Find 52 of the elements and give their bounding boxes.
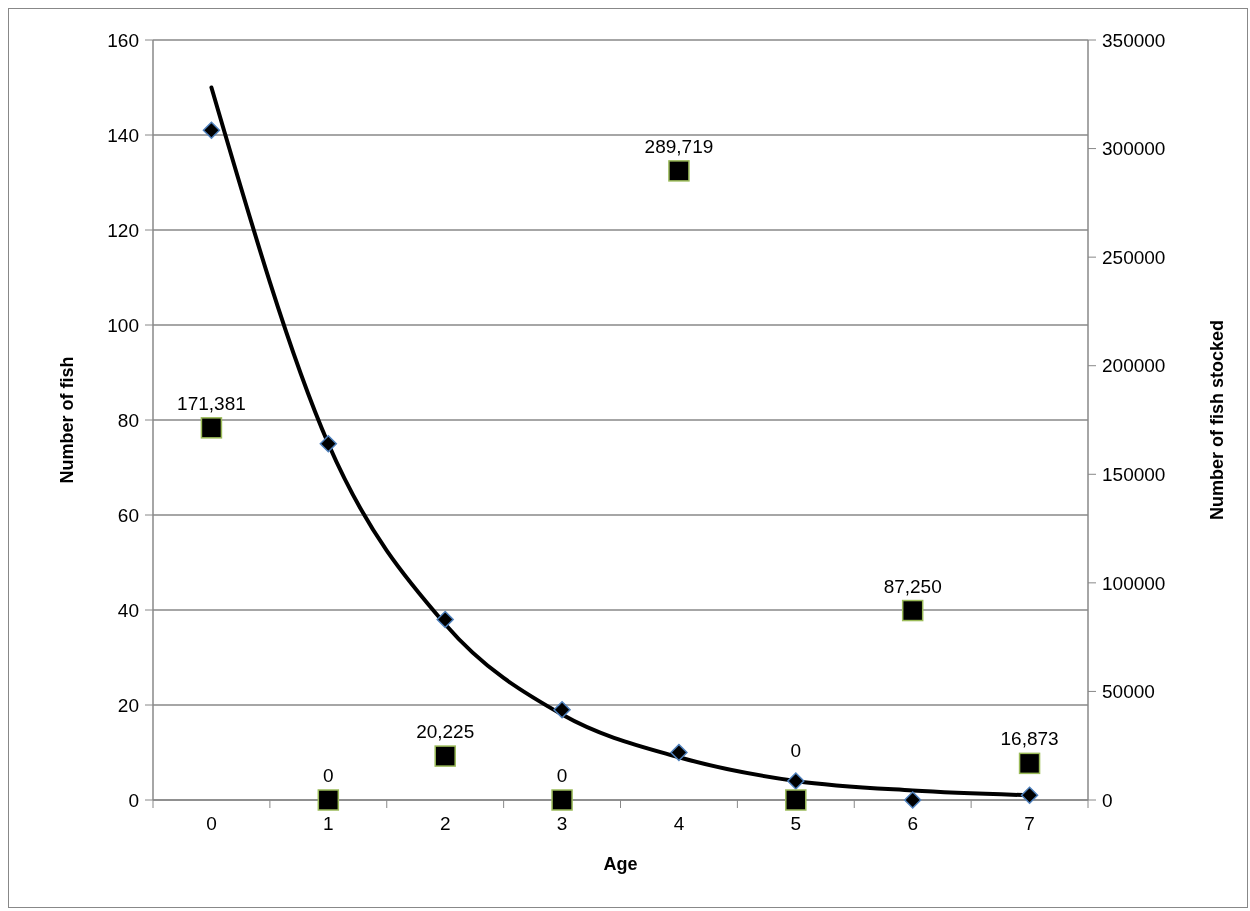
y2-tick-label: 250000 xyxy=(1102,246,1166,268)
y2-tick-label: 0 xyxy=(1102,789,1113,811)
point xyxy=(903,791,922,809)
data-label: 0 xyxy=(790,740,802,761)
x-tick-label: 0 xyxy=(206,813,217,834)
y-tick-label: 160 xyxy=(107,29,139,51)
y2-tick-label: 150000 xyxy=(1102,463,1166,485)
point xyxy=(787,772,805,790)
point xyxy=(202,121,221,139)
data-label: 16,873 xyxy=(1000,728,1059,750)
data-label: 0 xyxy=(323,765,334,786)
y-tick-label: 120 xyxy=(107,219,139,241)
point xyxy=(1020,786,1039,804)
x-tick-label: 3 xyxy=(556,813,568,834)
x-tick-label: 6 xyxy=(907,813,918,834)
y2-tick-label: 350000 xyxy=(1102,29,1166,51)
y2-tick-label: 300000 xyxy=(1102,138,1166,160)
y-tick-label: 100 xyxy=(107,314,139,336)
data-label: 0 xyxy=(556,765,568,786)
point xyxy=(551,789,573,811)
y2-tick-label: 100000 xyxy=(1102,572,1166,594)
point xyxy=(436,610,454,629)
point xyxy=(668,160,690,182)
data-label: 289,719 xyxy=(644,135,714,157)
y-tick-label: 40 xyxy=(117,599,139,621)
y2-tick-label: 200000 xyxy=(1102,355,1166,377)
y-tick-label: 80 xyxy=(117,409,139,431)
data-label: 20,225 xyxy=(416,721,475,743)
x-tick-label: 7 xyxy=(1024,813,1035,834)
point xyxy=(200,417,223,439)
point xyxy=(785,789,807,811)
point xyxy=(317,789,340,811)
point xyxy=(434,745,456,767)
y-tick-label: 0 xyxy=(128,789,139,811)
y-axis-title: Number of fish xyxy=(57,356,77,484)
point xyxy=(901,599,924,622)
y2-axis-title: Number of fish stocked xyxy=(1207,319,1227,521)
x-axis-title: Age xyxy=(603,854,638,874)
point xyxy=(1018,752,1041,775)
x-tick-label: 4 xyxy=(673,813,685,834)
x-tick-label: 2 xyxy=(439,813,451,834)
point xyxy=(553,701,571,719)
y2-tick-label: 50000 xyxy=(1102,681,1155,703)
data-label: 87,250 xyxy=(883,575,942,597)
y-tick-label: 20 xyxy=(117,694,139,716)
point xyxy=(319,435,338,453)
y-tick-label: 60 xyxy=(117,504,139,526)
point xyxy=(670,743,688,762)
data-label: 171,381 xyxy=(177,392,246,414)
x-tick-label: 5 xyxy=(790,813,802,834)
y-tick-label: 140 xyxy=(107,124,139,146)
x-tick-label: 1 xyxy=(323,813,334,834)
